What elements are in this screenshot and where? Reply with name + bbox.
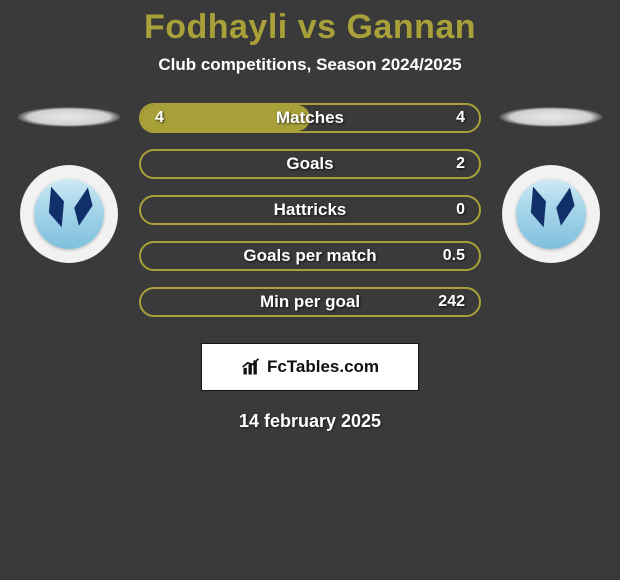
stat-value-right: 0.5 [443, 247, 465, 265]
subtitle: Club competitions, Season 2024/2025 [0, 55, 620, 75]
right-ellipse-shadow [499, 107, 603, 127]
stat-bar: 4Matches4 [139, 103, 481, 133]
stat-label: Goals per match [141, 246, 479, 266]
left-ellipse-shadow [17, 107, 121, 127]
stat-value-right: 242 [438, 293, 465, 311]
left-club-badge [20, 165, 118, 263]
player-left-name: Fodhayli [144, 8, 288, 46]
stat-value-right: 2 [456, 155, 465, 173]
stat-bars: 4Matches4 Goals2 Hattricks0 Goals per match… [139, 103, 481, 317]
bar-chart-icon [241, 357, 261, 377]
infographic-root: Fodhayli vs Gannan Club competitions, Se… [0, 0, 620, 432]
stat-label: Min per goal [141, 292, 479, 312]
right-club-badge [502, 165, 600, 263]
brand-box[interactable]: FcTables.com [201, 343, 419, 391]
stat-value-right: 0 [456, 201, 465, 219]
stat-bar: Min per goal242 [139, 287, 481, 317]
stat-bar: Goals per match0.5 [139, 241, 481, 271]
club-crest-icon [34, 179, 104, 249]
comparison-row: 4Matches4 Goals2 Hattricks0 Goals per match… [0, 103, 620, 317]
page-title: Fodhayli vs Gannan [0, 8, 620, 47]
stat-value-left: 4 [155, 109, 164, 127]
brand-text: FcTables.com [267, 357, 379, 377]
stat-label: Hattricks [141, 200, 479, 220]
stat-bar: Hattricks0 [139, 195, 481, 225]
player-right-name: Gannan [346, 8, 476, 46]
stat-bar: Goals2 [139, 149, 481, 179]
title-vs: vs [298, 8, 337, 46]
stat-label: Goals [141, 154, 479, 174]
stat-bar-fill [141, 105, 310, 131]
left-player-col [9, 103, 129, 263]
stat-value-right: 4 [456, 109, 465, 127]
right-player-col [491, 103, 611, 263]
club-crest-icon [516, 179, 586, 249]
footer-date: 14 february 2025 [0, 411, 620, 432]
